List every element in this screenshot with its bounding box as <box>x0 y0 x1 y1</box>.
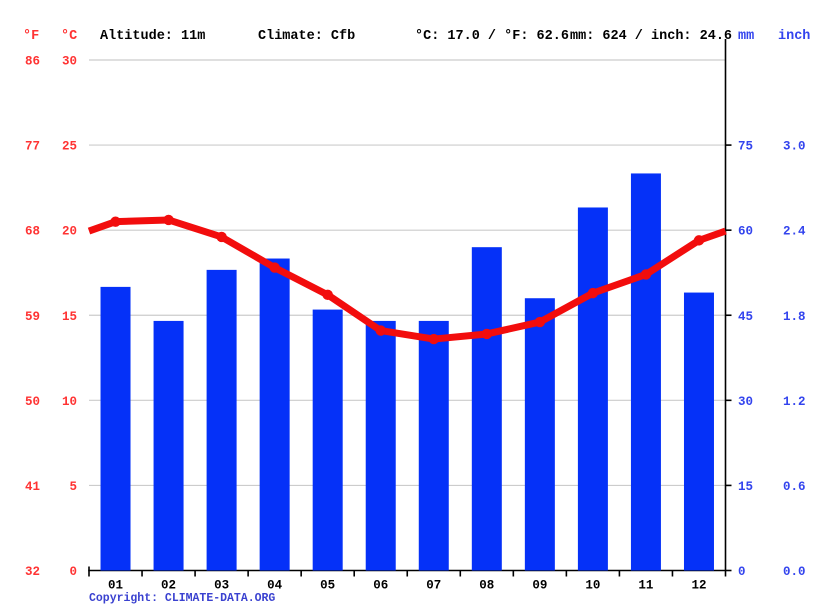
header-fahrenheit-label: °F <box>23 29 40 44</box>
fahrenheit-tick-label: 59 <box>25 310 40 324</box>
inch-tick-label: 3.0 <box>783 140 806 154</box>
header-precip-summary: mm: 624 / inch: 24.6 <box>570 29 733 44</box>
temperature-point-11 <box>640 269 652 280</box>
precipitation-bar-01 <box>100 286 131 571</box>
fahrenheit-tick-label: 32 <box>25 565 40 579</box>
month-label-04: 04 <box>267 579 283 593</box>
precipitation-bar-09 <box>524 298 555 571</box>
mm-tick-label: 45 <box>738 310 753 324</box>
temperature-point-02 <box>163 214 174 226</box>
inch-tick-label: 0.0 <box>783 565 806 579</box>
temperature-point-05 <box>322 289 333 301</box>
fahrenheit-tick-label: 68 <box>25 225 40 239</box>
header-inch-label: inch <box>778 29 811 44</box>
month-label-05: 05 <box>320 579 335 593</box>
temperature-point-09 <box>534 316 546 328</box>
month-label-02: 02 <box>161 579 176 593</box>
celsius-tick-label: 25 <box>62 140 77 154</box>
precipitation-bar-12 <box>683 292 714 571</box>
fahrenheit-tick-label: 50 <box>25 395 40 409</box>
mm-tick-label: 0 <box>738 565 746 579</box>
copyright-link[interactable]: Copyright: CLIMATE-DATA.ORG <box>89 592 276 605</box>
temperature-point-01 <box>110 216 121 227</box>
header-climate-class: Climate: Cfb <box>258 29 356 44</box>
precipitation-bar-10 <box>577 207 608 571</box>
month-label-08: 08 <box>479 579 494 593</box>
inch-tick-label: 2.4 <box>783 225 806 239</box>
inch-tick-label: 1.2 <box>783 395 806 409</box>
temperature-point-08 <box>481 328 493 340</box>
header-mm-label: mm <box>738 29 755 44</box>
celsius-tick-label: 15 <box>62 310 77 324</box>
fahrenheit-tick-label: 86 <box>25 55 40 69</box>
celsius-tick-label: 0 <box>69 565 77 579</box>
precipitation-bar-11 <box>630 173 661 571</box>
month-label-10: 10 <box>585 579 600 593</box>
inch-tick-label: 0.6 <box>783 480 806 494</box>
temperature-point-06 <box>375 325 386 336</box>
celsius-tick-label: 30 <box>62 55 77 69</box>
precipitation-bar-05 <box>312 309 343 571</box>
mm-tick-label: 75 <box>738 140 753 154</box>
month-label-03: 03 <box>214 579 229 593</box>
temperature-point-03 <box>216 231 227 243</box>
temperature-line <box>87 216 727 343</box>
temperature-point-04 <box>269 262 280 273</box>
month-label-01: 01 <box>108 579 123 593</box>
month-label-12: 12 <box>691 579 706 593</box>
mm-tick-label: 15 <box>738 480 753 494</box>
celsius-tick-label: 20 <box>62 225 77 239</box>
month-label-06: 06 <box>373 579 388 593</box>
month-label-09: 09 <box>532 579 547 593</box>
header-altitude: Altitude: 11m <box>100 29 206 44</box>
month-label-07: 07 <box>426 579 441 593</box>
month-label-11: 11 <box>638 579 653 593</box>
celsius-tick-label: 5 <box>69 480 77 494</box>
celsius-tick-label: 10 <box>62 395 77 409</box>
mm-tick-label: 60 <box>738 225 753 239</box>
precipitation-bar-06 <box>365 320 396 571</box>
mm-tick-label: 30 <box>738 395 753 409</box>
inch-tick-label: 1.8 <box>783 310 806 324</box>
precipitation-bar-04 <box>259 258 290 571</box>
precipitation-bar-08 <box>471 247 502 571</box>
temperature-point-10 <box>587 287 599 299</box>
header-celsius-label: °C <box>61 29 78 44</box>
precipitation-bar-03 <box>206 269 237 571</box>
fahrenheit-tick-label: 77 <box>25 140 40 154</box>
temperature-point-07 <box>428 333 439 345</box>
temperature-point-12 <box>693 235 705 246</box>
precipitation-bar-07 <box>418 320 449 571</box>
header-temp-summary: °C: 17.0 / °F: 62.6 <box>415 29 569 44</box>
precipitation-bar-02 <box>153 320 184 571</box>
fahrenheit-tick-label: 41 <box>25 480 40 494</box>
